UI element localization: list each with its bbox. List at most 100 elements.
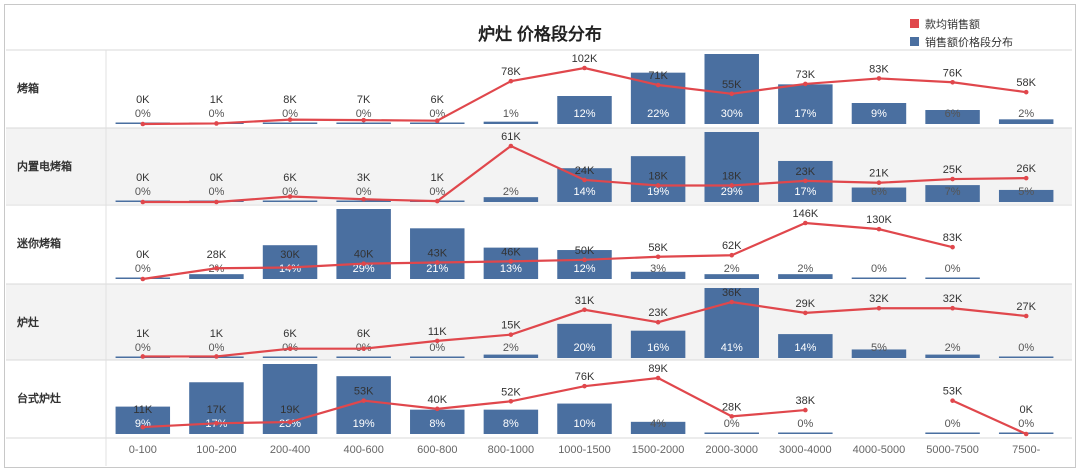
bar-600-800 [410, 409, 465, 434]
bar-label: 2% [1018, 108, 1034, 120]
point-label: 6K [283, 172, 297, 184]
chart-title: 炉灶 价格段分布 [478, 24, 602, 44]
bar-label: 21% [426, 263, 448, 275]
avg-sales-point [214, 199, 219, 205]
bar-800-1000 [483, 409, 539, 434]
bar-label: 14% [573, 186, 595, 198]
point-label: 89K [648, 363, 668, 375]
bar-label: 0% [135, 263, 151, 275]
avg-sales-point [287, 419, 293, 425]
x-tick-label: 200-400 [270, 444, 310, 456]
point-label: 23K [648, 307, 668, 319]
avg-sales-point [214, 421, 219, 426]
avg-sales-point [655, 183, 661, 188]
avg-sales-point [361, 346, 366, 351]
bar-label: 9% [871, 108, 887, 120]
bar-label: 0% [135, 108, 151, 120]
bar-label: 13% [500, 263, 522, 275]
bar-label: 0% [356, 108, 372, 120]
point-label: 11K [428, 326, 447, 338]
avg-sales-point [582, 383, 587, 389]
bar-label: 0% [945, 418, 961, 430]
bar-label: 6% [871, 186, 887, 198]
bar-label: 29% [353, 263, 375, 275]
point-label: 28K [207, 249, 227, 261]
bar-label: 3% [650, 263, 666, 275]
avg-sales-point [361, 398, 366, 403]
bar-4000-5000 [851, 187, 907, 202]
avg-sales-point [803, 407, 808, 413]
x-tick-label: 400-600 [343, 444, 383, 456]
point-label: 29K [796, 298, 816, 310]
avg-sales-point [508, 143, 514, 149]
row-label: 烤箱 [17, 81, 39, 95]
point-label: 11K [133, 404, 152, 416]
bar-label: 1% [503, 108, 519, 120]
avg-sales-point [729, 183, 735, 188]
bar-3000-4000 [778, 274, 833, 279]
avg-sales-point [508, 332, 514, 337]
point-label: 1K [431, 172, 445, 184]
avg-sales-line [142, 376, 806, 429]
avg-sales-point [1023, 313, 1029, 319]
bar-4000-5000 [851, 103, 907, 124]
point-label: 36K [722, 287, 742, 299]
avg-sales-point [803, 310, 808, 316]
avg-sales-point [214, 121, 219, 126]
avg-sales-point [434, 118, 440, 124]
bar-label: 0% [208, 108, 224, 120]
bar-800-1000 [483, 354, 539, 358]
avg-sales-point [582, 65, 587, 71]
bar-200-400 [262, 122, 318, 124]
avg-sales-point [582, 257, 587, 263]
bar-label: 2% [503, 186, 519, 198]
bar-label: 2% [503, 342, 519, 354]
x-tick-label: 2000-3000 [705, 444, 758, 456]
bar-1500-2000 [630, 271, 686, 279]
bar-label: 22% [647, 108, 669, 120]
bar-label: 17% [794, 186, 816, 198]
bar-2000-3000 [704, 54, 759, 124]
point-label: 28K [722, 401, 742, 413]
point-label: 53K [354, 386, 374, 398]
point-label: 18K [648, 170, 668, 182]
bar-2000-3000 [704, 432, 759, 434]
bar-1000-1500 [557, 250, 612, 279]
avg-sales-point [140, 424, 146, 430]
bar-0-100 [115, 406, 171, 434]
point-label: 40K [427, 394, 447, 406]
bar-label: 0% [429, 342, 445, 354]
x-tick-label: 4000-5000 [853, 444, 906, 456]
avg-sales-point [655, 375, 661, 381]
bar-4000-5000 [851, 277, 907, 279]
bar-label: 0% [429, 186, 445, 198]
x-tick-label: 1000-1500 [558, 444, 611, 456]
point-label: 55K [722, 79, 742, 91]
bar-1500-2000 [630, 421, 686, 434]
row-label: 迷你烤箱 [16, 236, 61, 250]
avg-sales-point [361, 196, 366, 202]
avg-sales-point [1023, 431, 1029, 437]
avg-sales-point [214, 265, 219, 271]
avg-sales-point [729, 252, 735, 258]
x-tick-label: 600-800 [417, 444, 457, 456]
bar-400-600 [336, 209, 391, 279]
avg-sales-point [582, 307, 587, 313]
row-band [6, 284, 1072, 360]
row-band [6, 128, 1072, 204]
point-label: 53K [943, 386, 963, 398]
bar-5000-7500 [925, 277, 980, 279]
bar-2000-3000 [704, 274, 759, 279]
bar-label: 20% [573, 342, 595, 354]
bar-label: 0% [356, 186, 372, 198]
bar-label: 0% [429, 108, 445, 120]
bar-3000-4000 [778, 84, 833, 124]
bar-3000-4000 [778, 334, 833, 358]
legend-label-line: 款均销售额 [925, 17, 980, 31]
point-label: 1K [210, 328, 224, 340]
avg-sales-point [655, 82, 661, 88]
avg-sales-point [361, 117, 366, 123]
point-label: 130K [866, 214, 892, 226]
avg-sales-point [1023, 89, 1029, 95]
